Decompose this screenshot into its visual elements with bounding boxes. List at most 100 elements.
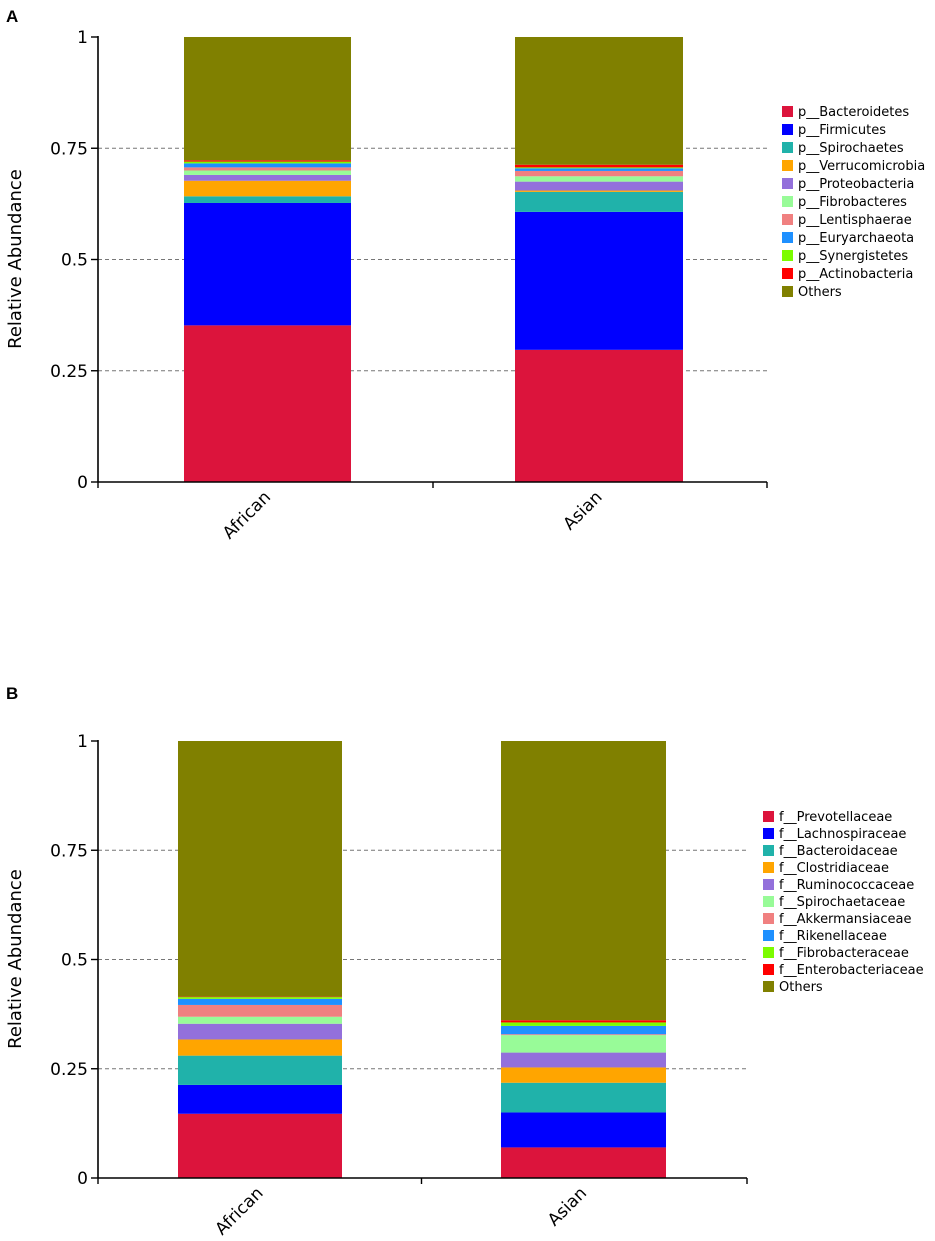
chart-b-legend-label: Others — [779, 980, 823, 995]
chart-a-bar-african-p-proteobacteria — [184, 174, 351, 181]
chart-b-legend-swatch — [763, 879, 774, 890]
chart-b-bar-african-f-bacteroidaceae — [178, 1055, 342, 1085]
chart-b-legend-swatch — [763, 930, 774, 941]
chart-b-y-tick-label: 0.25 — [50, 1060, 88, 1080]
chart-a-legend-label: p__Lentisphaerae — [798, 213, 912, 228]
chart-a-bar-african-p-synergistetes — [184, 161, 351, 164]
chart-a-legend-swatch — [782, 214, 793, 225]
chart-b-legend-label: f__Enterobacteriaceae — [779, 963, 924, 978]
chart-b-bar-asian-f-enterobacteriaceae — [501, 1020, 666, 1023]
chart-a-bar-asian-p-firmicutes — [515, 211, 683, 350]
chart-a-category-label: African — [219, 487, 275, 543]
chart-b-legend-label: f__Spirochaetaceae — [779, 895, 905, 910]
chart-a-bar-african-p-firmicutes — [184, 202, 351, 326]
chart-b-bar-asian-f-fibrobacteraceae — [501, 1022, 666, 1026]
panel-b: B 0 0.25 0.5 0.75 1 African Asian Relative Abund… — [0, 620, 935, 1241]
chart-b-legend-label: f__Clostridiaceae — [779, 861, 889, 876]
chart-b-legend-label: f__Ruminococcaceae — [779, 878, 914, 893]
chart-a-panel-letter: A — [6, 7, 18, 26]
chart-b-category-label: Asian — [544, 1183, 591, 1230]
chart-b-bar-asian-others — [501, 741, 666, 1021]
chart-a-legend-label: p__Verrucomicrobia — [798, 159, 925, 174]
chart-a-category-label: Asian — [560, 487, 607, 534]
chart-b-bar-asian-f-ruminococcaceae — [501, 1052, 666, 1068]
chart-a-legend-swatch — [782, 268, 793, 279]
chart-a-bar-african-p-verrucomicrobia — [184, 180, 351, 197]
chart-b-legend-swatch — [763, 896, 774, 907]
chart-a-legend-label: p__Euryarchaeota — [798, 231, 914, 246]
chart-a-bar-african-others — [184, 37, 351, 161]
chart-b-legend-swatch — [763, 913, 774, 924]
chart-b-legend-label: f__Lachnospiraceae — [779, 827, 906, 842]
chart-a-bar-asian-p-spirochaetes — [515, 191, 683, 212]
chart-a-legend-swatch — [782, 124, 793, 135]
chart-a-bar-asian-p-proteobacteria — [515, 181, 683, 191]
chart-a-y-tick-label: 0 — [77, 473, 88, 493]
chart-a-bar-african-p-actinobacteria — [184, 160, 351, 162]
chart-a-legend-label: p__Synergistetes — [798, 249, 908, 264]
chart-b-legend-swatch — [763, 828, 774, 839]
chart-b-bar-asian-f-prevotellaceae — [501, 1147, 666, 1178]
chart-b-y-tick-label: 0.5 — [61, 951, 88, 971]
chart-b-legend-label: f__Akkermansiaceae — [779, 912, 912, 927]
chart-a-bar-african-p-euryarchaeota — [184, 163, 351, 168]
chart-a-bar-asian-others — [515, 37, 683, 165]
chart-a-legend-swatch — [782, 232, 793, 243]
chart-a-y-tick-label: 0.25 — [50, 362, 88, 382]
chart-b-bar-african-f-rikenellaceae — [178, 998, 342, 1005]
chart-a-legend-label: p__Firmicutes — [798, 123, 886, 138]
chart-a-legend-label: p__Bacteroidetes — [798, 105, 909, 120]
chart-a-bar-african-p-fibrobacteres — [184, 170, 351, 175]
chart-a-y-tick-label: 1 — [77, 28, 88, 48]
chart-b-y-tick-label: 1 — [77, 732, 88, 752]
chart-b-bar-african-f-fibrobacteraceae — [178, 997, 342, 999]
chart-a-legend-swatch — [782, 178, 793, 189]
chart-b-legend-label: f__Rikenellaceae — [779, 929, 887, 944]
chart-a-bar-african-p-bacteroidetes — [184, 325, 351, 482]
chart-a-bar-asian-p-actinobacteria — [515, 164, 683, 168]
chart-b-bar-asian-f-lachnospiraceae — [501, 1112, 666, 1148]
chart-b-legend-label: f__Prevotellaceae — [779, 810, 892, 825]
chart-a-legend-label: p__Actinobacteria — [798, 267, 913, 282]
chart-a-legend-swatch — [782, 160, 793, 171]
chart-a-legend-label: p__Proteobacteria — [798, 177, 914, 192]
chart-b-legend-swatch — [763, 862, 774, 873]
chart-a-y-axis-label: Relative Abundance — [5, 169, 26, 349]
chart-b-bar-asian-f-rikenellaceae — [501, 1025, 666, 1035]
chart-b-bar-african-f-clostridiaceae — [178, 1039, 342, 1056]
chart-b-bar-asian-f-bacteroidaceae — [501, 1082, 666, 1113]
chart-b-legend-swatch — [763, 845, 774, 856]
chart-a-legend-label: p__Spirochaetes — [798, 141, 904, 156]
chart-a-legend-label: p__Fibrobacteres — [798, 195, 907, 210]
chart-b-bar-asian-f-akkermansiaceae — [501, 1034, 666, 1036]
chart-b-y-tick-label: 0.75 — [50, 841, 88, 861]
chart-a-bar-african-p-lentisphaerae — [184, 167, 351, 171]
chart-a-legend-label: Others — [798, 285, 842, 300]
chart-a-legend-swatch — [782, 142, 793, 153]
chart-a-y-tick-label: 0.75 — [50, 139, 88, 159]
chart-b-panel-letter: B — [6, 684, 18, 703]
chart-b-legend-swatch — [763, 981, 774, 992]
chart-b-bar-african-f-akkermansiaceae — [178, 1004, 342, 1017]
panel-a: A 0 0.25 0.5 0.75 1 African Asian Relative Abund… — [0, 0, 935, 620]
chart-a-legend-swatch — [782, 106, 793, 117]
chart-b-legend-swatch — [763, 811, 774, 822]
chart-a-legend-swatch — [782, 250, 793, 261]
chart-a-bar-asian-p-synergistetes — [515, 167, 683, 169]
chart-a-bar-asian-p-verrucomicrobia — [515, 190, 683, 192]
chart-b: B 0 0.25 0.5 0.75 1 African Asian Relative Abund… — [5, 684, 924, 1239]
chart-b-bar-african-f-lachnospiraceae — [178, 1084, 342, 1114]
chart-b-bar-african-f-ruminococcaceae — [178, 1023, 342, 1040]
chart-a-legend-swatch — [782, 196, 793, 207]
chart-b-category-label: African — [211, 1183, 267, 1239]
chart-b-legend-swatch — [763, 947, 774, 958]
chart-a-bar-african-p-spirochaetes — [184, 196, 351, 203]
chart-a-bar-asian-p-euryarchaeota — [515, 168, 683, 171]
chart-a-legend-swatch — [782, 286, 793, 297]
chart-b-y-axis-label: Relative Abundance — [5, 869, 26, 1049]
chart-a: A 0 0.25 0.5 0.75 1 African Asian Relative Abund… — [5, 7, 925, 543]
chart-b-legend-swatch — [763, 964, 774, 975]
chart-b-legend-label: f__Bacteroidaceae — [779, 844, 898, 859]
chart-b-y-tick-label: 0 — [77, 1169, 88, 1189]
chart-a-y-tick-label: 0.5 — [61, 251, 88, 271]
